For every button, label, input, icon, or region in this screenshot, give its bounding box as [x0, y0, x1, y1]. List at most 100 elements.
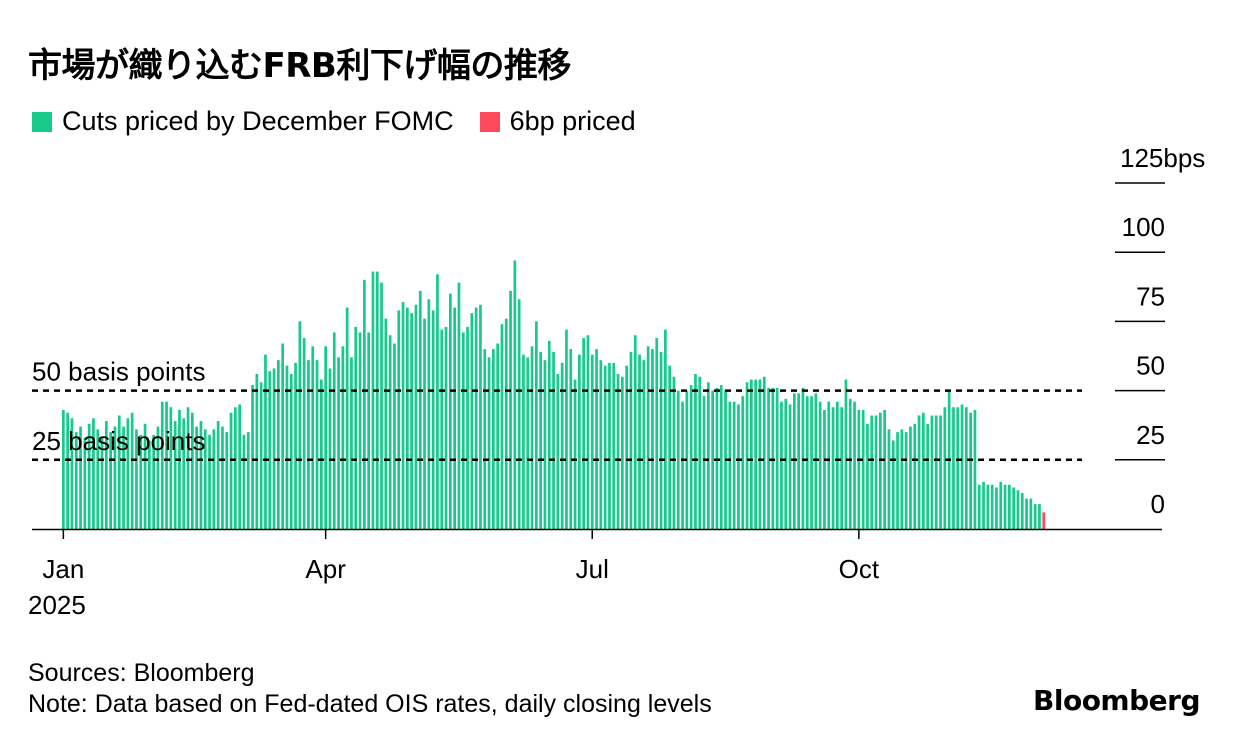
bar: [556, 373, 560, 529]
bar: [453, 307, 456, 529]
bar: [135, 429, 138, 529]
bar: [388, 335, 392, 529]
bar: [715, 387, 719, 529]
bar: [431, 310, 435, 529]
legend-swatch-6bp: [479, 111, 500, 132]
bar: [750, 379, 753, 529]
bar: [401, 302, 405, 529]
bar: [1029, 498, 1033, 529]
bar: [375, 271, 379, 529]
bar: [380, 282, 383, 529]
x-tick-sublabel: 2025: [28, 590, 86, 620]
bar: [707, 382, 710, 529]
bar: [664, 329, 667, 529]
bar: [143, 423, 147, 529]
bar: [165, 401, 168, 529]
bar: [92, 418, 95, 529]
bar: [741, 396, 745, 529]
bar: [410, 313, 413, 529]
bar: [122, 426, 125, 529]
bar: [879, 412, 882, 529]
bar: [526, 357, 530, 529]
bar: [186, 407, 190, 529]
bar: [793, 393, 796, 529]
y-tick-label: 75: [1136, 281, 1165, 311]
bar: [659, 351, 663, 529]
bar: [788, 404, 792, 529]
bar: [414, 304, 418, 529]
bar: [874, 415, 878, 529]
bar: [840, 407, 843, 529]
bar: [418, 290, 422, 529]
bar: [216, 421, 220, 529]
bar: [307, 360, 310, 529]
bar: [208, 434, 211, 529]
bar: [191, 412, 194, 529]
bar: [836, 401, 839, 529]
bar: [973, 409, 977, 529]
bar: [952, 407, 955, 529]
bar-highlight: [1042, 512, 1046, 529]
bar: [672, 376, 676, 529]
bar: [814, 393, 818, 529]
bar: [315, 360, 319, 529]
bar: [492, 349, 495, 529]
bar: [810, 396, 813, 529]
bar: [547, 340, 551, 529]
bar: [883, 409, 886, 529]
bar: [900, 429, 904, 529]
bar: [698, 376, 702, 529]
bar: [1012, 487, 1015, 529]
bar: [943, 407, 947, 529]
bar: [853, 401, 856, 529]
bar: [891, 440, 895, 529]
reference-label: 50 basis points: [32, 357, 205, 387]
bar: [870, 415, 874, 529]
bar: [148, 440, 151, 529]
bar: [578, 354, 581, 529]
bar: [406, 307, 409, 529]
bar: [573, 379, 577, 529]
y-tick-label: 25: [1136, 420, 1165, 450]
bar: [904, 432, 908, 529]
bar: [655, 338, 659, 529]
bar: [1003, 484, 1007, 529]
bar: [866, 423, 869, 529]
bar: [182, 418, 186, 529]
bar: [427, 299, 431, 529]
bloomberg-logo: Bloomberg: [1033, 684, 1200, 717]
bar: [87, 423, 91, 529]
legend-label-cuts: Cuts priced by December FOMC: [62, 106, 454, 136]
bar: [728, 401, 732, 529]
bar: [487, 357, 491, 529]
bar: [569, 349, 573, 529]
bar: [848, 398, 852, 529]
bar: [732, 401, 736, 529]
bar: [337, 357, 340, 529]
bar: [496, 343, 499, 529]
bar: [195, 426, 198, 529]
bar: [320, 379, 323, 529]
bar: [689, 385, 693, 529]
bar: [62, 409, 65, 529]
bar: [70, 418, 74, 529]
bar: [986, 484, 990, 529]
bar: [79, 426, 82, 529]
bar: [616, 373, 620, 529]
bar: [242, 434, 246, 529]
bar: [586, 335, 590, 529]
bar: [130, 412, 134, 529]
bar: [1038, 504, 1041, 529]
bar: [595, 349, 598, 529]
bar: [298, 321, 302, 529]
bar: [96, 429, 100, 529]
bar: [225, 432, 229, 529]
bar: [238, 404, 241, 529]
y-tick-label: 50: [1136, 351, 1165, 381]
bar: [358, 332, 362, 529]
bar: [397, 310, 401, 529]
bar: [504, 318, 508, 529]
bar: [1016, 490, 1020, 529]
bar: [539, 351, 542, 529]
